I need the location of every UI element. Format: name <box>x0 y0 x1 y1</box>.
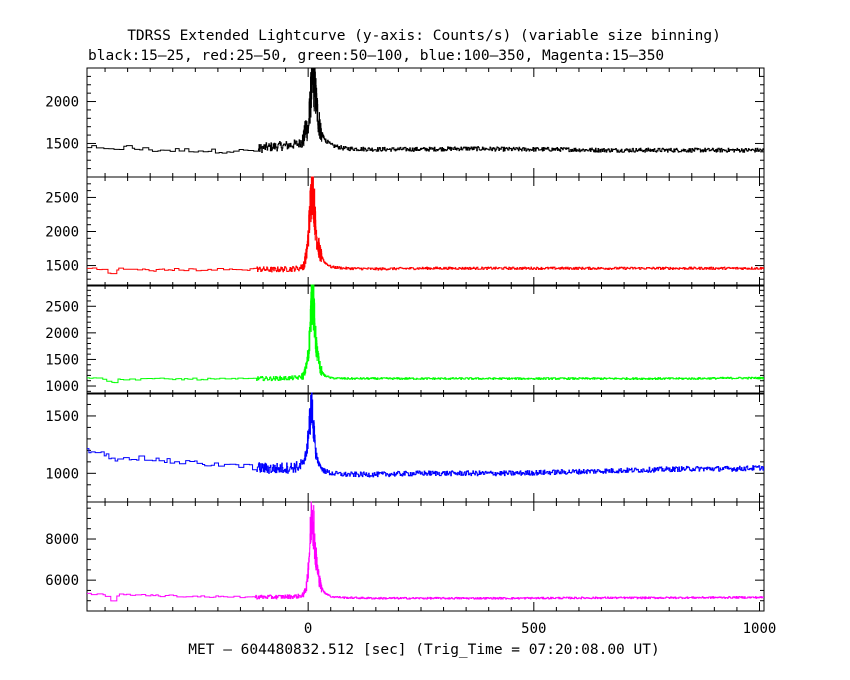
panels-group: 1500200015002000250010001500200025001000… <box>45 67 777 637</box>
series-line-15-25 <box>87 67 765 154</box>
chart-title: TDRSS Extended Lightcurve (y-axis: Count… <box>127 28 721 44</box>
panel-50-100: 1000 1500 2000 2500 <box>45 284 765 395</box>
y-tick-label: 1500 <box>45 136 79 152</box>
y-tick-label: 1000 <box>45 466 79 482</box>
y-tick-label: 1500 <box>45 259 79 275</box>
series-line-15-350 <box>87 501 765 602</box>
y-tick-label: 6000 <box>45 573 79 589</box>
panel-frame <box>86 67 765 178</box>
panel-15-350: 6000 8000 <box>45 501 765 612</box>
panel-15-25: 1500 2000 <box>45 67 765 178</box>
y-tick-label: 1500 <box>45 409 79 425</box>
panel-frame <box>86 392 765 503</box>
y-tick-label: 8000 <box>45 532 79 548</box>
series-line-100-350 <box>87 392 765 478</box>
chart-subtitle: black:15–25, red:25–50, green:50–100, bl… <box>88 48 664 64</box>
y-tick-label: 2000 <box>45 95 79 111</box>
x-axis-label: MET – 604480832.512 [sec] (Trig_Time = 0… <box>188 642 659 658</box>
x-tick-label: 500 <box>521 621 546 637</box>
series-line-25-50 <box>87 176 764 275</box>
y-tick-label: 2000 <box>45 326 79 342</box>
x-tick-label: 0 <box>304 621 312 637</box>
y-tick-label: 2000 <box>45 225 79 241</box>
y-tick-label: 1500 <box>45 352 79 368</box>
panel-frame <box>86 501 765 612</box>
panel-25-50: 1500 2000 2500 <box>45 176 765 287</box>
panel-100-350: 1000 1500 <box>45 392 765 503</box>
panel-frame <box>86 284 765 395</box>
x-tick-label: 1000 <box>743 621 777 637</box>
series-line-50-100 <box>87 284 764 384</box>
y-tick-label: 2500 <box>45 299 79 315</box>
y-tick-label: 1000 <box>45 379 79 395</box>
y-tick-label: 2500 <box>45 190 79 206</box>
